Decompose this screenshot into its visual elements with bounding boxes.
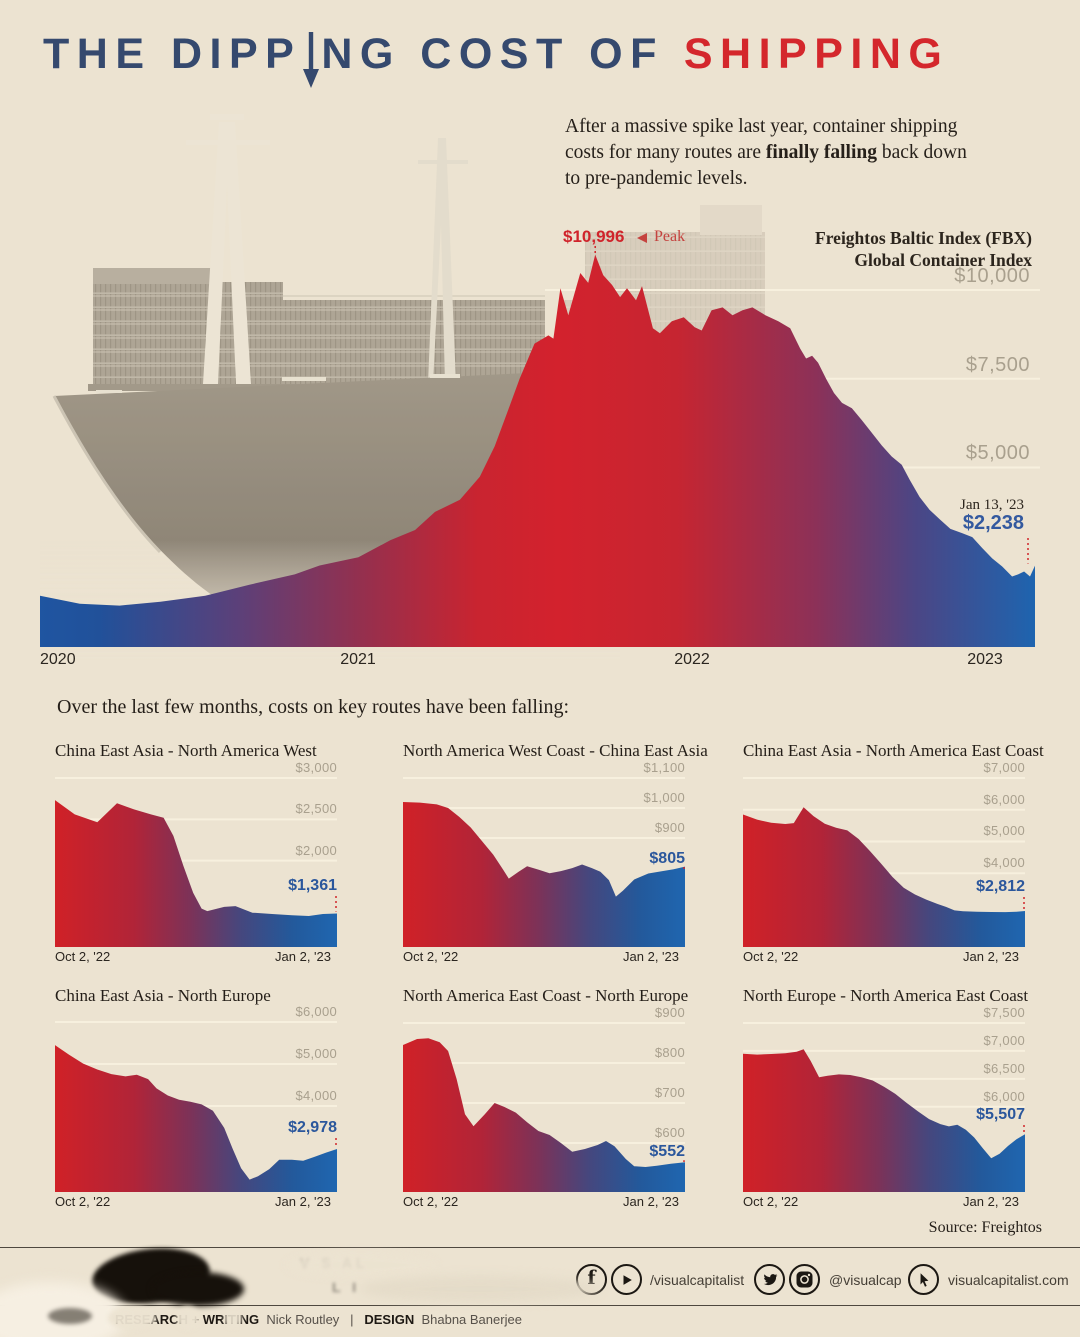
- end-value-label: $2,238: [962, 512, 1024, 534]
- route-x-left: Oct 2, '22: [403, 1194, 459, 1209]
- title-part-3: SHIPPING: [683, 30, 950, 78]
- grid-label: $800: [654, 1045, 685, 1060]
- route-x-right: Jan 2, '23: [963, 949, 1019, 964]
- main-grid-label-10000: $10,000: [954, 265, 1030, 287]
- route-end-value: $2,812: [976, 878, 1025, 895]
- grid-label: $6,000: [295, 1004, 337, 1019]
- grid-label: $5,000: [295, 1046, 337, 1061]
- grid-label: $700: [654, 1085, 685, 1100]
- x-label-2021: 2021: [340, 651, 376, 668]
- grid-label: $7,000: [983, 1033, 1025, 1048]
- route-chart-title: China East Asia - North America West: [55, 741, 317, 760]
- title-part-2: NG COST OF: [321, 30, 664, 78]
- main-grid-label-5000: $5,000: [965, 442, 1030, 464]
- grid-label: $2,500: [295, 801, 337, 816]
- route-chart-title: North America West Coast - China East As…: [403, 741, 708, 760]
- facebook-icon[interactable]: f: [576, 1264, 607, 1295]
- route-x-right: Jan 2, '23: [623, 949, 679, 964]
- x-label-2022: 2022: [674, 651, 710, 668]
- route-end-value: $805: [649, 850, 685, 867]
- index-title: Freightos Baltic Index (FBX) Global Cont…: [815, 228, 1032, 270]
- credit-name-2: Bhabna Banerjee: [421, 1312, 522, 1327]
- grid-label: $3,000: [295, 760, 337, 775]
- end-date-label: Jan 13, '23: [960, 497, 1024, 513]
- grid-label: $5,000: [983, 823, 1025, 838]
- route-area-1: [55, 800, 337, 947]
- route-x-left: Oct 2, '22: [55, 1194, 111, 1209]
- x-label-2020: 2020: [40, 651, 76, 668]
- intro-line-2: costs for many routes are: [565, 142, 766, 163]
- grid-label: $7,500: [983, 1005, 1025, 1020]
- grid-label: $1,000: [643, 790, 685, 805]
- routes-heading: Over the last few months, costs on key r…: [57, 696, 570, 718]
- route-x-right: Jan 2, '23: [963, 1194, 1019, 1209]
- credit-name-1: Nick Routley: [266, 1312, 340, 1327]
- route-x-right: Jan 2, '23: [623, 1194, 679, 1209]
- credit-role-2: DESIGN: [364, 1312, 415, 1327]
- route-x-left: Oct 2, '22: [403, 949, 459, 964]
- intro-paragraph: After a massive spike last year, contain…: [565, 116, 967, 189]
- route-area-3: [743, 807, 1025, 947]
- route-x-left: Oct 2, '22: [743, 1194, 799, 1209]
- route-x-right: Jan 2, '23: [275, 1194, 331, 1209]
- peak-tag: Peak: [654, 228, 686, 245]
- main-grid-label-7500: $7,500: [965, 354, 1030, 376]
- grid-label: $7,000: [983, 760, 1025, 775]
- mast: [418, 138, 468, 384]
- route-chart-title: North Europe - North America East Coast: [743, 986, 1029, 1005]
- grid-label: $4,000: [295, 1088, 337, 1103]
- route-x-right: Jan 2, '23: [275, 949, 331, 964]
- instagram-icon[interactable]: [789, 1264, 820, 1295]
- social-handle-fb-yt[interactable]: /visualcapitalist: [650, 1272, 745, 1288]
- route-area-2: [403, 802, 685, 947]
- youtube-play-icon[interactable]: [611, 1264, 642, 1295]
- cursor-icon[interactable]: [908, 1264, 939, 1295]
- twitter-icon[interactable]: [754, 1264, 785, 1295]
- crane-tower: [186, 114, 270, 384]
- route-end-value: $5,507: [976, 1106, 1025, 1123]
- route-area-6: [743, 1049, 1025, 1192]
- grid-label: $6,000: [983, 792, 1025, 807]
- route-end-value: $1,361: [288, 877, 337, 894]
- route-x-left: Oct 2, '22: [55, 949, 111, 964]
- x-label-2023: 2023: [967, 651, 1003, 668]
- peak-arrow-icon: [637, 233, 647, 243]
- route-chart-title: China East Asia - North America East Coa…: [743, 741, 1044, 760]
- route-chart-title: China East Asia - North Europe: [55, 986, 271, 1005]
- divider-line: [0, 1305, 1080, 1306]
- divider-line: [0, 1247, 1080, 1248]
- intro-line-3: to pre-pandemic levels.: [565, 168, 748, 189]
- intro-bold: finally falling: [765, 142, 877, 163]
- peak-value-label: $10,996: [563, 227, 625, 246]
- source-label: Source: Freightos: [928, 1219, 1042, 1236]
- grid-label: $6,500: [983, 1061, 1025, 1076]
- route-end-value: $2,978: [288, 1119, 337, 1136]
- dip-arrow-icon: [303, 31, 320, 91]
- grid-label: $2,000: [295, 843, 337, 858]
- grid-label: $600: [654, 1125, 685, 1140]
- website-url[interactable]: visualcapitalist.com: [948, 1272, 1069, 1288]
- intro-line-1: After a massive spike last year, contain…: [565, 116, 958, 137]
- route-area-4: [55, 1045, 337, 1192]
- route-end-value: $552: [649, 1143, 685, 1160]
- social-handle-tw-ig[interactable]: @visualcap: [829, 1272, 902, 1288]
- page-title: THE DIPP NG COST OF SHIPPING: [43, 31, 949, 91]
- grid-label: $6,000: [983, 1089, 1025, 1104]
- route-chart-title: North America East Coast - North Europe: [403, 986, 689, 1005]
- title-part-1: THE DIPP: [43, 30, 302, 78]
- route-x-left: Oct 2, '22: [743, 949, 799, 964]
- grid-label: $4,000: [983, 855, 1025, 870]
- grid-label: $900: [654, 1005, 685, 1020]
- route-area-5: [403, 1038, 685, 1192]
- grid-label: $1,100: [643, 760, 685, 775]
- grid-label: $900: [654, 820, 685, 835]
